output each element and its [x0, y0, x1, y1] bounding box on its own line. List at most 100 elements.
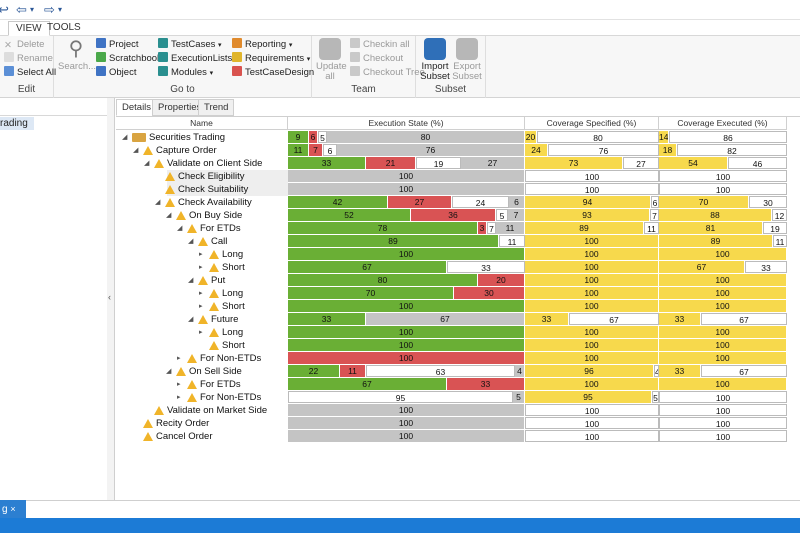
expand-toggle-icon[interactable]: ▸	[199, 251, 203, 258]
scratchbook-button[interactable]: Scratchbook	[96, 52, 162, 65]
modules-button[interactable]: Modules ▾	[158, 66, 213, 79]
import-subset-button[interactable]: Import Subset	[420, 38, 450, 82]
table-row[interactable]: Check Suitability 100 100 100	[116, 183, 800, 196]
bar-segment: 54	[659, 157, 728, 169]
export-subset-button[interactable]: Export Subset	[452, 38, 482, 82]
table-row[interactable]: ◢ Call 89 11 100 89 11	[116, 235, 800, 248]
table-row[interactable]: ▸ For Non-ETDs 100 100 100	[116, 352, 800, 365]
table-row[interactable]: ◢On Sell Side22116349643367	[116, 365, 800, 378]
bar-segment: 80	[288, 274, 478, 286]
table-row[interactable]: ▸ For ETDs 67 33 100 100	[116, 378, 800, 391]
coverage-executed-cell: 100	[659, 183, 787, 196]
checkout-tree-button[interactable]: Checkout Tree	[350, 66, 425, 79]
bar-segment: 4	[654, 365, 659, 377]
coverage-specified-cell: 100	[525, 430, 659, 443]
warning-icon	[154, 159, 164, 168]
bar-segment: 100	[288, 417, 525, 429]
expand-toggle-icon[interactable]: ◢	[122, 134, 128, 141]
execution-state-cell: 100	[288, 326, 525, 339]
tab-trend-chart[interactable]: Trend chart	[198, 99, 235, 128]
table-row[interactable]: Check Eligibility 100 100 100	[116, 170, 800, 183]
testcases-button[interactable]: TestCases ▾	[158, 38, 222, 51]
delete-icon: ✕	[4, 40, 12, 51]
pane-collapse-handle[interactable]: ‹	[107, 98, 115, 500]
bar-segment: 100	[288, 339, 525, 351]
expand-toggle-icon[interactable]: ◢	[155, 199, 161, 206]
expand-toggle-icon[interactable]: ◢	[166, 212, 172, 219]
table-row[interactable]: ◢ Securities Trading 9 6 5 80 20 80 14 86	[116, 131, 800, 144]
expand-toggle-icon[interactable]: ▸	[177, 394, 181, 401]
forward-arrow-icon[interactable]: ⇨	[44, 2, 55, 17]
expand-toggle-icon[interactable]: ◢	[166, 368, 172, 375]
tab-properties[interactable]: Properties	[152, 99, 208, 116]
chevron-down-icon[interactable]: ▾	[30, 5, 35, 14]
bar-segment: 100	[525, 170, 659, 182]
checkin-all-button[interactable]: Checkin all	[350, 38, 409, 51]
tab-view[interactable]: VIEW	[8, 21, 50, 36]
update-all-button[interactable]: Update all	[316, 38, 347, 82]
object-button[interactable]: Object	[96, 66, 136, 79]
expand-toggle-icon[interactable]: ◢	[177, 225, 183, 232]
table-row[interactable]: ◢ Validate on Client Side 33 21 19 27 73 27 54 46	[116, 157, 800, 170]
requirements-button[interactable]: Requirements ▾	[232, 52, 310, 65]
table-row[interactable]: ◢ Capture Order 11 7 6 76 24 76 18 82	[116, 144, 800, 157]
table-row[interactable]: ▸ Long 100 100 100	[116, 326, 800, 339]
expand-toggle-icon[interactable]: ▸	[177, 355, 181, 362]
search-button[interactable]: ⚲ Search...	[58, 38, 97, 72]
back-arrow-icon[interactable]: ⇦	[16, 2, 27, 17]
column-header-execution-state[interactable]: Execution State (%)	[288, 117, 525, 130]
expand-toggle-icon[interactable]: ▸	[199, 264, 203, 271]
expand-toggle-icon[interactable]: ▸	[177, 381, 181, 388]
bar-segment: 70	[659, 196, 749, 208]
document-tab[interactable]: g ×	[0, 500, 26, 518]
tree-item-selected[interactable]: rading	[0, 117, 34, 130]
checkout-button[interactable]: Checkout	[350, 52, 403, 65]
coverage-executed-cell: 81 19	[659, 222, 787, 235]
table-row[interactable]: Cancel Order 100 100 100	[116, 430, 800, 443]
execution-state-cell: 67 33	[288, 378, 525, 391]
table-row[interactable]: ▸ Short 67 33 100 67 33	[116, 261, 800, 274]
testcasedesign-button[interactable]: TestCaseDesign	[232, 66, 314, 79]
reporting-button[interactable]: Reporting ▾	[232, 38, 292, 51]
expand-toggle-icon[interactable]: ◢	[188, 277, 194, 284]
table-row[interactable]: ◢ For ETDs 78 3 7 11 89 11 81 19	[116, 222, 800, 235]
expand-toggle-icon[interactable]: ◢	[188, 238, 194, 245]
bar-segment: 94	[525, 196, 651, 208]
table-row[interactable]: ◢ Check Availability 42 27 24 6 94 6 70 30	[116, 196, 800, 209]
table-row[interactable]: ▸ Long 100 100 100	[116, 248, 800, 261]
expand-toggle-icon[interactable]: ▸	[199, 303, 203, 310]
close-icon[interactable]: ×	[10, 504, 16, 514]
bar-segment: 6	[651, 196, 659, 208]
expand-toggle-icon[interactable]: ◢	[188, 316, 194, 323]
table-row[interactable]: ◢ Put 80 20 100 100	[116, 274, 800, 287]
column-header-coverage-executed[interactable]: Coverage Executed (%)	[659, 117, 787, 130]
chevron-down-icon[interactable]: ▾	[58, 5, 63, 14]
undo-arrow-icon[interactable]: ↩	[0, 2, 9, 17]
table-row[interactable]: Recity Order 100 100 100	[116, 417, 800, 430]
coverage-executed-cell: 88 12	[659, 209, 787, 222]
delete-button[interactable]: ✕ Delete	[4, 39, 45, 51]
expand-toggle-icon[interactable]: ◢	[144, 160, 150, 167]
expand-toggle-icon[interactable]: ▸	[199, 290, 203, 297]
coverage-executed-cell: 100	[659, 430, 787, 443]
column-header-coverage-specified[interactable]: Coverage Specified (%)	[525, 117, 659, 130]
select-all-button[interactable]: Select All	[4, 66, 56, 79]
table-row[interactable]: ▸ For Non-ETDs 95 5 95 5 100	[116, 391, 800, 404]
executionlists-button[interactable]: ExecutionLists ▾	[158, 52, 238, 65]
column-header-name[interactable]: Name	[116, 117, 288, 130]
table-row[interactable]: ◢ Future 33 67 33 67 33 67	[116, 313, 800, 326]
expand-toggle-icon[interactable]: ▸	[199, 329, 203, 336]
execution-state-cell: 100	[288, 170, 525, 183]
rename-button[interactable]: Rename	[4, 52, 53, 65]
table-row[interactable]: ◢ On Buy Side 52 36 5 7 93 7 88 12	[116, 209, 800, 222]
table-row[interactable]: Validate on Market Side 100 100 100	[116, 404, 800, 417]
table-row[interactable]: ▸ Short 100 100 100	[116, 300, 800, 313]
tab-details[interactable]: Details	[116, 99, 158, 116]
bar-segment: 100	[525, 261, 659, 273]
tab-tools[interactable]: TOOLS	[47, 22, 81, 33]
table-row[interactable]: ▸ Long 70 30 100 100	[116, 287, 800, 300]
expand-toggle-icon[interactable]: ◢	[133, 147, 139, 154]
ribbon-group-subset: Import Subset Export Subset Subset	[416, 36, 486, 98]
table-row[interactable]: Short 100 100 100	[116, 339, 800, 352]
project-button[interactable]: Project	[96, 38, 139, 51]
